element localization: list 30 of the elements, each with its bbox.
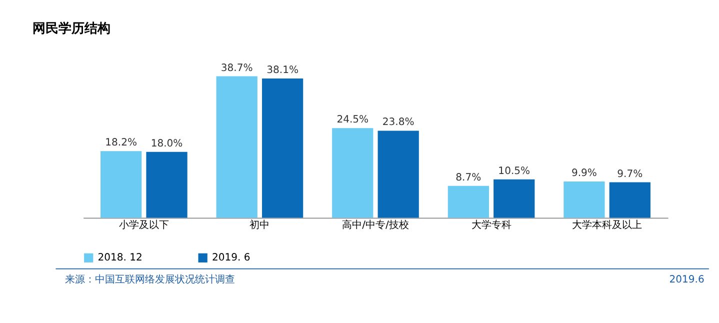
x-tick-label: 小学及以下 [118, 219, 169, 232]
source-note: 来源：中国互联网络发展状况统计调查 [64, 274, 235, 286]
bar [609, 182, 650, 218]
bar [378, 130, 419, 218]
bar [494, 179, 535, 218]
legend-label: 2018. 12 [98, 252, 142, 264]
data-label: 23.8% [382, 117, 414, 128]
data-label: 18.0% [150, 138, 183, 150]
x-tick-label: 大学专科 [471, 219, 512, 232]
x-tick-label: 高中/中专/技校 [342, 219, 409, 232]
data-label: 9.7% [617, 168, 643, 180]
x-tick-label: 大学本科及以上 [572, 219, 642, 232]
bar [448, 186, 489, 218]
bar [216, 76, 258, 218]
data-label: 10.5% [498, 166, 530, 177]
bar [564, 182, 605, 218]
data-label: 18.2% [105, 138, 138, 149]
data-label: 9.9% [571, 168, 597, 180]
data-label: 38.7% [220, 62, 253, 74]
bar [100, 151, 142, 218]
x-tick-label: 初中 [250, 219, 270, 232]
chart-title: 网民学历结构 [32, 21, 110, 36]
data-label: 24.5% [336, 114, 369, 126]
legend-label: 2019. 6 [212, 252, 250, 264]
text: 2019.6 [669, 274, 704, 286]
bar [332, 128, 374, 218]
bar [262, 78, 304, 218]
data-label: 38.1% [266, 64, 298, 76]
data-label: 8.7% [456, 172, 482, 184]
bar [146, 152, 188, 218]
